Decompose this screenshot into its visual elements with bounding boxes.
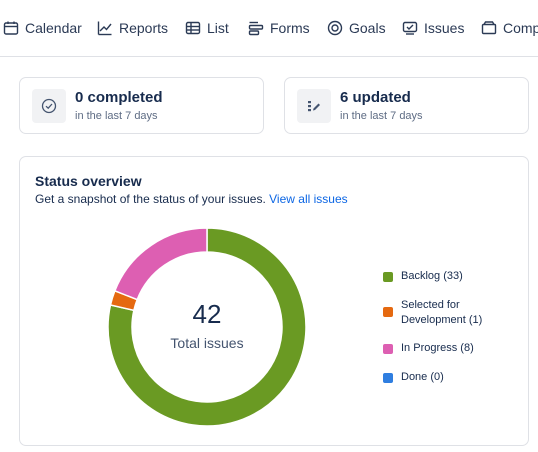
tab-label: List: [207, 20, 229, 36]
target-icon: [327, 20, 343, 36]
updated-icon-box: [297, 89, 331, 123]
tab-label: Reports: [119, 20, 169, 36]
view-all-issues-link[interactable]: View all issues: [269, 192, 348, 206]
panel-title: Status overview: [35, 173, 142, 189]
total-issues-count: 42: [192, 299, 222, 329]
completed-icon-box: [32, 89, 66, 123]
tab-label: Issues: [424, 20, 465, 36]
updated-count: 6 updated: [340, 89, 411, 106]
edit-icon: [308, 101, 320, 112]
updated-stat-card[interactable]: 6 updated in the last 7 days: [284, 77, 529, 134]
donut-slice-backlog[interactable]: [107, 227, 307, 427]
tab-reports[interactable]: Reports: [97, 0, 168, 56]
tab-components[interactable]: Components: [481, 0, 538, 56]
completed-stat-card[interactable]: 0 completed in the last 7 days: [19, 77, 264, 134]
tab-label: Goals: [349, 20, 386, 36]
tab-goals[interactable]: Goals: [327, 0, 386, 56]
legend-swatch: [383, 373, 393, 383]
tab-list[interactable]: List: [185, 0, 229, 56]
forms-icon: [248, 21, 264, 36]
issues-icon: [402, 21, 418, 35]
completed-count: 0 completed: [75, 89, 163, 106]
panel-description: Get a snapshot of the status of your iss…: [35, 192, 348, 206]
tab-issues[interactable]: Issues: [402, 0, 464, 56]
tab-forms[interactable]: Forms: [248, 0, 310, 56]
check-circle-icon: [41, 98, 57, 114]
legend-swatch: [383, 272, 393, 282]
completed-period: in the last 7 days: [75, 110, 158, 122]
tab-calendar[interactable]: Calendar: [3, 0, 82, 56]
legend-swatch: [383, 307, 393, 317]
legend-swatch: [383, 344, 393, 354]
legend-label: In Progress (8): [401, 342, 474, 354]
tab-label: Components: [503, 20, 538, 36]
chart-line-icon: [97, 21, 112, 36]
tab-label: Calendar: [25, 20, 82, 36]
donut-slice-in-progress[interactable]: [113, 227, 208, 301]
components-icon: [481, 21, 497, 35]
top-nav: Calendar Reports List Forms Goals Iss: [0, 0, 538, 57]
legend-label: Backlog (33): [401, 270, 463, 282]
calendar-icon: [3, 21, 19, 35]
tab-label: Forms: [270, 20, 310, 36]
table-list-icon: [185, 21, 201, 35]
updated-period: in the last 7 days: [340, 110, 423, 122]
legend-label: Done (0): [401, 371, 444, 383]
total-issues-label: Total issues: [170, 335, 244, 351]
status-donut-chart: [107, 227, 307, 427]
legend-label: Selected for Development (1): [401, 299, 483, 326]
description-text: Get a snapshot of the status of your iss…: [35, 192, 266, 206]
status-overview-panel: Status overview Get a snapshot of the st…: [19, 156, 529, 446]
